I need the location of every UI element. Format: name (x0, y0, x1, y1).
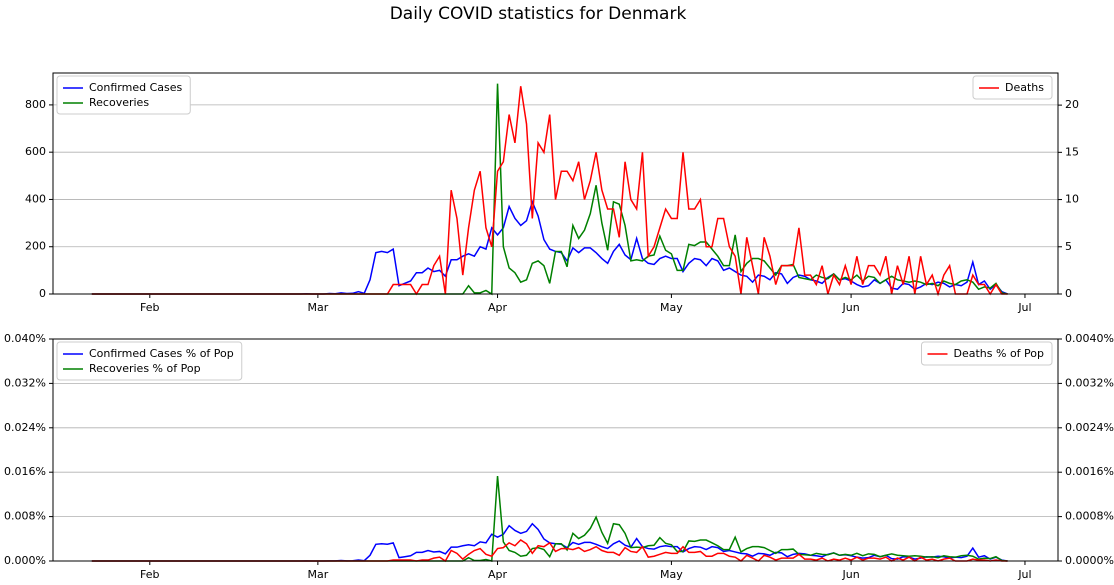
y2-tick-label: 0.0016% (1065, 465, 1114, 478)
legend: Deaths % of Pop (921, 341, 1053, 366)
x-tick-label: Jul (1017, 301, 1031, 314)
y-tick-label: 0.032% (4, 376, 46, 389)
y2-tick-label: 0.0024% (1065, 421, 1114, 434)
legend-label: Recoveries (89, 96, 149, 109)
y2-tick-label: 0.0008% (1065, 510, 1114, 523)
plot-frame (52, 72, 1059, 295)
legend-box (972, 75, 1053, 100)
x-tick-label: Mar (307, 568, 328, 581)
legend: Confirmed Cases Recoveries (56, 75, 191, 115)
legend-label: Deaths % of Pop (954, 347, 1045, 360)
legend: Deaths (972, 75, 1053, 100)
y-tick-label: 600 (25, 145, 46, 158)
legend: Confirmed Cases % of Pop Recoveries % of … (56, 341, 243, 381)
legend-label: Confirmed Cases % of Pop (89, 347, 234, 360)
x-tick-label: Jun (841, 301, 859, 314)
y2-tick-label: 5 (1065, 240, 1072, 253)
x-tick-label: Mar (307, 301, 328, 314)
legend-box (56, 341, 243, 381)
y-tick-label: 0.008% (4, 510, 46, 523)
x-tick-label: Jun (841, 568, 859, 581)
series-line (91, 539, 1008, 563)
x-tick-label: Jul (1017, 568, 1031, 581)
y-tick-label: 0.016% (4, 465, 46, 478)
y-tick-label: 800 (25, 98, 46, 111)
y2-tick-label: 0.0040% (1065, 332, 1114, 345)
y-tick-label: 200 (25, 240, 46, 253)
y2-tick-label: 20 (1065, 98, 1079, 111)
plot-frame (52, 338, 1059, 562)
x-tick-label: Apr (488, 301, 508, 314)
x-tick-label: May (660, 568, 683, 581)
x-tick-label: Apr (488, 568, 508, 581)
y-tick-label: 0.000% (4, 554, 46, 567)
legend-box (56, 75, 191, 115)
y-tick-label: 400 (25, 192, 46, 205)
subplot: 0.000% 0.008% 0.016% 0.024% 0.032% 0.040% 0.00… (4, 332, 1114, 581)
y-tick-label: 0.024% (4, 421, 46, 434)
x-tick-label: May (660, 301, 683, 314)
subplot: 0 200 400 600 800 0 5 10 15 20 Feb Mar Apr May Jun Jul C… (25, 72, 1079, 314)
y2-tick-label: 0.0032% (1065, 376, 1114, 389)
y2-tick-label: 10 (1065, 193, 1079, 206)
y2-tick-label: 0.0000% (1065, 554, 1114, 567)
legend-label: Confirmed Cases (89, 81, 183, 94)
y2-tick-label: 0 (1065, 287, 1072, 300)
series-line (91, 199, 1008, 295)
y-tick-label: 0.040% (4, 332, 46, 345)
legend-label: Recoveries % of Pop (89, 362, 201, 375)
legend-box (921, 341, 1053, 366)
series-line (91, 522, 1008, 562)
x-tick-label: Feb (140, 568, 159, 581)
legend-label: Deaths (1005, 81, 1044, 94)
series-line (91, 475, 1008, 562)
x-tick-label: Feb (140, 301, 159, 314)
y2-tick-label: 15 (1065, 145, 1079, 158)
figure-title: Daily COVID statistics for Denmark (390, 4, 687, 24)
series-line (91, 86, 1008, 297)
y-tick-label: 0 (39, 287, 46, 300)
